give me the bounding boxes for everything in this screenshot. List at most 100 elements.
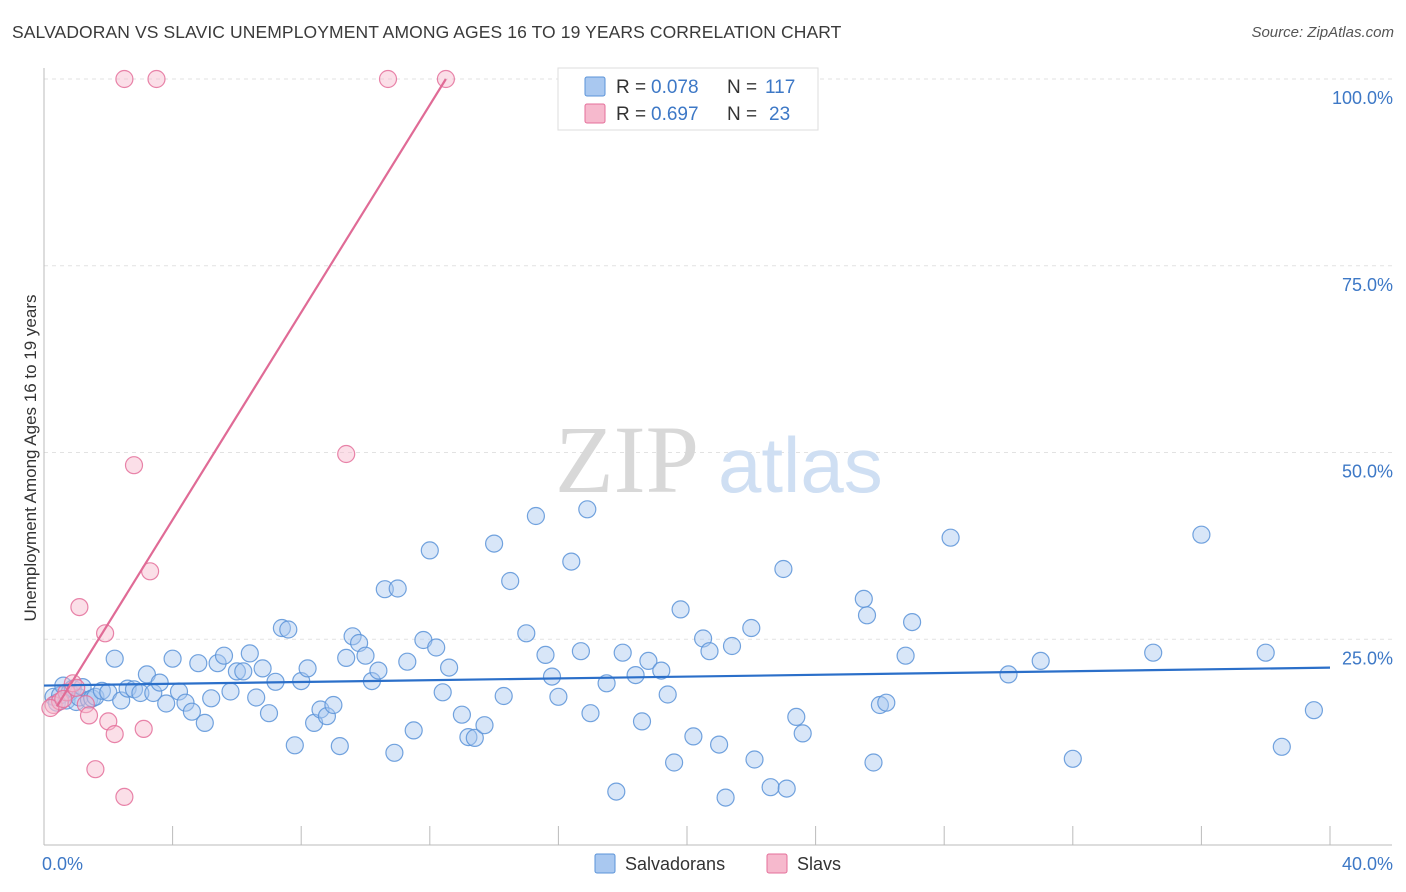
salvadoran-point bbox=[298, 659, 317, 678]
salvadoran-point bbox=[542, 667, 562, 686]
salvadoran-point bbox=[253, 659, 272, 678]
salvadoran-point bbox=[420, 541, 439, 560]
salvadoran-point bbox=[150, 673, 169, 692]
bottom-swatch-salvadorans bbox=[594, 853, 616, 874]
legend-r-value-2: 0.697 bbox=[651, 104, 699, 125]
salvadoran-point bbox=[902, 612, 922, 632]
y-tick-label: 25.0% bbox=[1342, 648, 1393, 668]
salvadoran-point bbox=[324, 695, 343, 715]
y-tick-label: 50.0% bbox=[1342, 462, 1393, 482]
salvadoran-point bbox=[272, 618, 291, 638]
salvadoran-point bbox=[234, 662, 253, 681]
legend-r-value-1: 0.078 bbox=[651, 77, 699, 98]
salvadoran-point bbox=[404, 721, 423, 740]
salvadoran-point bbox=[1304, 701, 1324, 720]
slav-point bbox=[124, 456, 144, 475]
series-legend: Salvadorans Slavs bbox=[594, 853, 841, 874]
salvadoran-point bbox=[536, 645, 555, 665]
watermark: ZIP atlas bbox=[555, 406, 883, 513]
salvadoran-point bbox=[337, 648, 356, 668]
salvadoran-point bbox=[494, 686, 513, 706]
salvadoran-point bbox=[1272, 737, 1291, 756]
slav-point bbox=[70, 597, 89, 617]
bottom-legend-salvadorans: Salvadorans bbox=[625, 854, 725, 874]
gridlines bbox=[44, 78, 1392, 640]
slav-point bbox=[337, 444, 356, 464]
slav-point bbox=[115, 69, 134, 89]
salvadoran-point bbox=[1031, 651, 1050, 671]
salvadoran-point bbox=[896, 646, 915, 665]
salvadoran-point bbox=[157, 694, 176, 713]
salvadoran-point bbox=[465, 728, 484, 748]
salvadoran-point bbox=[1256, 643, 1275, 662]
slav-point bbox=[79, 706, 99, 725]
salvadoran-point bbox=[562, 552, 581, 571]
slav-point bbox=[115, 787, 134, 807]
salvadoran-point bbox=[716, 788, 735, 807]
salvadoran-point bbox=[369, 661, 388, 680]
salvadoran-point bbox=[221, 682, 240, 701]
salvadoran-point bbox=[745, 750, 764, 769]
x-tick-label: 0.0% bbox=[42, 854, 83, 874]
salvadoran-point bbox=[722, 636, 742, 656]
salvadorans-trend-line bbox=[43, 666, 1331, 687]
salvadoran-point bbox=[92, 681, 112, 700]
salvadoran-point bbox=[398, 652, 417, 671]
salvadoran-point bbox=[279, 620, 298, 639]
salvadoran-point bbox=[189, 654, 208, 673]
trend-lines bbox=[43, 78, 1331, 708]
data-points bbox=[41, 69, 1324, 807]
legend-n-value-1: 117 bbox=[765, 77, 795, 98]
salvadoran-point bbox=[632, 712, 652, 731]
salvadoran-point bbox=[1144, 643, 1163, 662]
salvadoran-point bbox=[440, 658, 459, 677]
chart-title: SALVADORAN VS SLAVIC UNEMPLOYMENT AMONG … bbox=[12, 22, 842, 42]
salvadoran-point bbox=[854, 589, 873, 609]
slavs-trend-line bbox=[55, 78, 447, 708]
salvadoran-point bbox=[742, 618, 761, 638]
salvadoran-point bbox=[793, 724, 812, 743]
salvadoran-point bbox=[1192, 525, 1211, 544]
legend-n-value-2: 23 bbox=[769, 104, 790, 125]
salvadoran-point bbox=[777, 779, 796, 798]
salvadoran-point bbox=[317, 707, 336, 726]
salvadoran-point bbox=[877, 693, 896, 712]
salvadoran-point bbox=[864, 753, 883, 772]
slav-point bbox=[378, 69, 398, 89]
salvadoran-point bbox=[671, 600, 690, 619]
slav-point bbox=[86, 760, 105, 779]
salvadoran-point bbox=[658, 685, 677, 704]
legend-r-label-1: R = bbox=[616, 77, 646, 98]
salvadoran-point bbox=[597, 674, 616, 693]
legend-r-label-2: R = bbox=[616, 104, 646, 125]
salvadoran-point bbox=[375, 580, 394, 599]
salvadoran-point bbox=[613, 643, 632, 662]
salvadoran-point bbox=[485, 534, 504, 553]
legend-n-label-1: N = bbox=[727, 77, 757, 98]
salvadoran-point bbox=[941, 528, 960, 547]
salvadoran-point bbox=[356, 646, 375, 665]
salvadoran-point bbox=[578, 500, 597, 519]
salvadoran-point bbox=[787, 707, 806, 727]
salvadoran-point bbox=[433, 683, 452, 702]
salvadoran-point bbox=[581, 704, 600, 723]
salvadoran-point bbox=[709, 735, 729, 754]
salvadoran-point bbox=[330, 736, 349, 756]
salvadoran-point bbox=[137, 665, 156, 684]
salvadoran-point bbox=[999, 665, 1018, 684]
stats-legend: R = 0.078 N = 117 R = 0.697 N = 23 bbox=[557, 67, 819, 131]
salvadoran-point bbox=[202, 689, 221, 708]
salvadoran-point bbox=[774, 559, 793, 579]
salvadoran-point bbox=[343, 627, 362, 646]
slav-point bbox=[41, 698, 60, 718]
salvadoran-point bbox=[501, 571, 520, 591]
x-tick-label: 40.0% bbox=[1342, 854, 1393, 874]
source-label: Source: ZipAtlas.com bbox=[1251, 24, 1394, 41]
slav-point bbox=[67, 678, 86, 697]
slav-point bbox=[147, 69, 166, 89]
salvadoran-point bbox=[1063, 749, 1082, 768]
salvadoran-point bbox=[182, 702, 201, 721]
salvadoran-point bbox=[214, 646, 234, 665]
salvadoran-point bbox=[607, 782, 626, 801]
watermark-atlas: atlas bbox=[718, 421, 883, 509]
